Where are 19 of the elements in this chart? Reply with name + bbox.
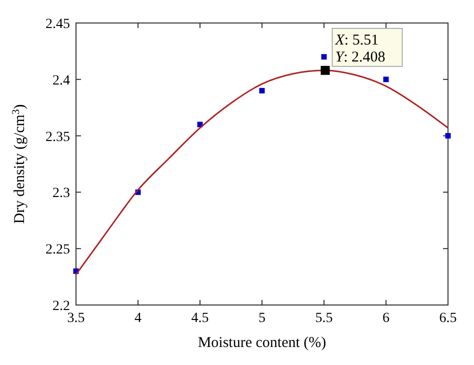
y-tick-label: 2.35 <box>46 130 70 145</box>
x-axis-title: Moisture content (%) <box>198 335 326 351</box>
y-tick-label: 2.25 <box>46 242 70 258</box>
point <box>259 88 265 94</box>
x-tick-label: 4 <box>134 311 142 326</box>
x-tick-label: 4.5 <box>191 311 209 326</box>
x-tick-label: 6.5 <box>439 311 457 326</box>
x-tick-label: 6 <box>382 311 390 326</box>
y-tick-label: 2.4 <box>52 73 70 88</box>
x-tick-label: 5.5 <box>315 311 333 326</box>
x-tick-label: 3.5 <box>67 311 85 326</box>
x-tick-label: 5 <box>258 311 266 326</box>
y-tick-label: 2.2 <box>52 299 70 314</box>
point <box>321 54 327 60</box>
point <box>383 76 389 82</box>
y-tick-label: 2.3 <box>52 186 70 202</box>
y-tick-label: 2.45 <box>46 17 70 32</box>
point <box>445 133 451 139</box>
annotation: X: 5.51 Y: 2.408 <box>334 32 386 66</box>
